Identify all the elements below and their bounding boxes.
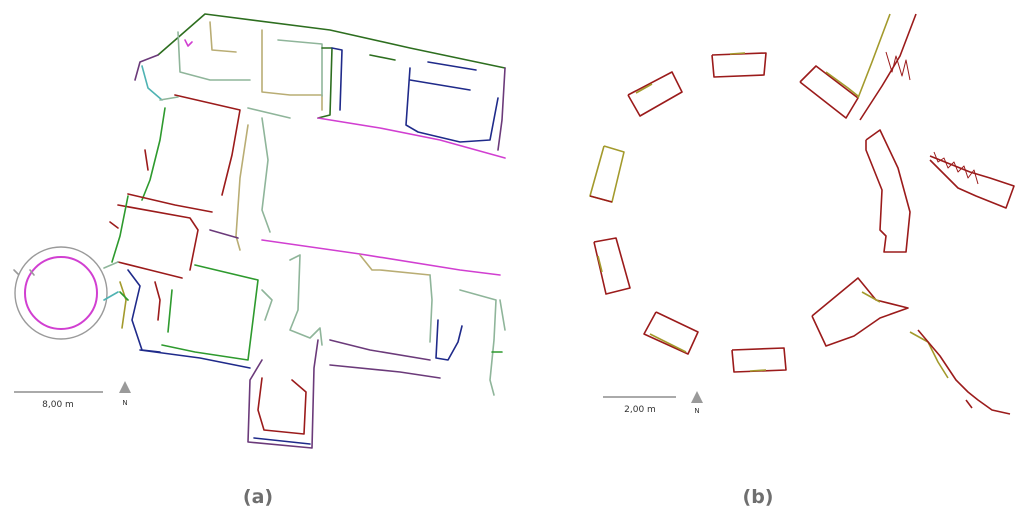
room-sw2-wall [161,264,259,361]
segment-left-upper [589,145,625,203]
room-w1-left [141,107,166,201]
room-nw-wall [177,31,251,81]
tower-inner-ring [24,256,98,330]
caption-a: (a) [243,486,273,508]
room-sw2-inner [167,289,173,333]
panel-b-ring [589,13,1015,415]
room-se3-wall [459,289,497,396]
outer-wall-left-corner [141,65,163,101]
room-s-bottom-line [139,349,251,369]
outer-wall-hatch [885,51,911,81]
room-w1-wall [174,94,241,196]
panel-b-scale: 2,00 m N [603,391,703,415]
corridor-left [235,124,249,251]
segment-bottom-olive [749,369,767,372]
tower-gap-left [13,269,19,275]
room-w1-inner [144,149,149,171]
segment-upper-left [627,71,683,117]
room-se1-wall [289,254,323,346]
room-n-right [277,39,323,97]
segment-right [865,129,911,253]
segment-top-olive [729,52,746,55]
room-w2-left [111,195,129,263]
corridor-magenta [317,117,506,159]
segment-left-lower-olive [597,255,603,273]
corridor-left-2 [261,117,271,233]
segment-upper-right-olive [825,71,859,97]
caption-b: (b) [743,486,774,508]
room-w1-bottom [127,193,213,213]
extension-right [929,155,1015,209]
segment-top [711,52,767,78]
room-se1-inner [359,254,431,276]
segment-lower-right-tail-red [917,329,1011,415]
panel-a-scale: 8,00 m N [14,381,131,410]
room-w2-red-inner [109,221,119,229]
room-sw2-left [154,281,161,321]
scale-label-b: 2,00 m [624,405,656,415]
segment-lower-right-olive [861,291,881,303]
north-arrow-icon-a [119,381,131,393]
corridor-top-line [247,107,291,119]
corridor-vertical [261,289,273,321]
tower-connector-2 [103,291,119,301]
segment-left-upper-red [589,195,613,203]
room-w2-bottom [117,261,183,279]
outer-wall-top [157,13,506,69]
corridor-mid [209,229,239,239]
room-w1-top [159,96,179,101]
north-label-a: N [122,399,127,407]
annex-navy [253,437,311,445]
outer-wall-top-left [134,54,159,81]
room-sw1-yellow [119,281,127,329]
extension-right-hatch [933,151,979,185]
room-ne1-wall [317,47,333,119]
panel-a-floor-plan [13,13,506,449]
tower-outer-ring [14,246,108,340]
room-n-accent [184,39,193,47]
room-ne1-inner [369,54,396,61]
segment-left-lower [593,237,631,295]
room-nw-inner [209,21,237,53]
room-se1-bottom [329,339,431,361]
room-se3-right [499,299,506,331]
room-se3-navy [435,319,463,361]
outer-wall-diagonal-red [859,13,917,121]
scale-label-a: 8,00 m [42,400,74,410]
room-n-wall [261,29,323,111]
annex-inner [257,377,307,435]
room-se-bottom [329,364,441,379]
room-w2-wall [117,204,199,271]
room-ne2-top [427,61,477,71]
segment-lower-right-bits [965,399,973,409]
segment-lower-right [811,277,909,347]
room-sw1-inner [119,291,129,301]
segment-lower-left [643,311,699,355]
room-ne2-inner [409,79,471,91]
room-se2-wall [429,274,433,343]
segment-lower-left-olive [649,333,687,353]
outer-wall-diagonal-olive [857,13,891,99]
tower-inner-ticks [29,269,35,276]
room-se1-top [261,239,501,276]
annex-outer [247,339,319,449]
segment-lower-right-tail [909,331,949,379]
room-ne2-wall [405,67,499,143]
room-ne1-bottom [331,47,343,111]
north-arrow-icon-b [691,391,703,403]
segment-bottom [731,347,787,373]
segment-upper-left-olive [635,83,653,94]
north-label-b: N [694,407,699,415]
tower-connector [103,261,119,269]
room-ne-right [497,67,506,151]
